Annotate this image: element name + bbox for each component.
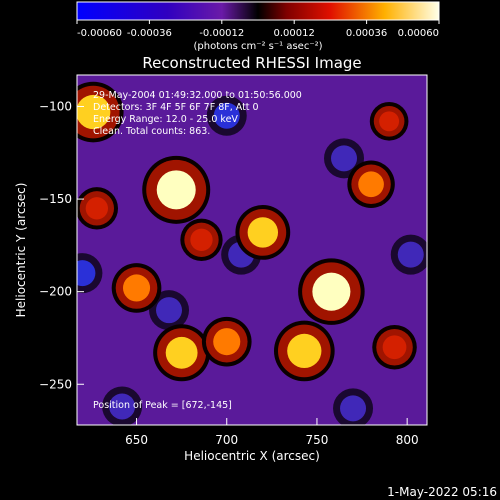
y-axis-tick-label: −100: [39, 99, 72, 113]
x-axis: 650 700 750 800: [125, 418, 419, 447]
y-axis-tick-label: −250: [39, 377, 72, 391]
y-axis-tick-label: −200: [39, 285, 72, 299]
y-axis: −100 −150 −200 −250: [39, 99, 84, 391]
bright-source: [190, 228, 213, 251]
dark-source: [213, 102, 240, 129]
image-frame: [76, 74, 428, 426]
bright-source: [213, 328, 241, 356]
peak-position-label: Position of Peak = [672,-145]: [93, 400, 232, 411]
dark-source: [77, 260, 96, 287]
colorbar-units: (photons cm⁻² s⁻¹ asec⁻²): [193, 41, 322, 52]
colorbar: [76, 1, 440, 21]
colorbar-tick-label: -0.00012: [199, 28, 244, 39]
chart-title: Reconstructed RHESSI Image: [142, 54, 361, 72]
y-axis-tick-label: −150: [39, 192, 72, 206]
colorbar-tick-label: -0.00060: [77, 28, 122, 39]
dark-source: [331, 145, 358, 172]
bright-source: [312, 272, 351, 311]
x-axis-label: Heliocentric X (arcsec): [184, 449, 320, 463]
x-axis-tick-label: 750: [305, 433, 328, 447]
annotation-total-counts: Clean. Total counts: 863.: [93, 126, 210, 137]
colorbar-ticks: -0.00060 -0.00036 -0.00012 0.00012 0.00036 0.…: [76, 20, 440, 39]
colorbar-tick-label: 0.00036: [346, 28, 387, 39]
x-axis-tick-label: 800: [396, 433, 419, 447]
y-axis-label: Heliocentric Y (arcsec): [14, 183, 28, 318]
bright-source: [287, 333, 322, 369]
heatmap-image: [77, 81, 427, 425]
dark-source: [109, 393, 136, 420]
bright-source: [358, 171, 384, 198]
annotation-time-range: 29-May-2004 01:49:32.000 to 01:50:56.000: [93, 90, 302, 101]
bright-source: [122, 274, 151, 302]
bright-source: [77, 94, 111, 130]
footer-timestamp: 1-May-2022 05:16: [387, 485, 497, 499]
bright-source: [379, 111, 400, 132]
colorbar-tick-label: 0.00060: [398, 28, 439, 39]
colorbar-tick-label: 0.00012: [274, 28, 315, 39]
dark-source: [156, 297, 183, 324]
bright-source: [156, 170, 196, 210]
dark-source: [397, 241, 424, 268]
bright-source: [165, 336, 198, 369]
annotation-energy-range: Energy Range: 12.0 - 25.0 keV: [93, 114, 238, 125]
bright-source: [85, 197, 109, 220]
colorbar-tick-label: -0.00036: [127, 28, 172, 39]
dark-source: [340, 395, 367, 422]
x-axis-tick-label: 700: [215, 433, 238, 447]
annotation-block: 29-May-2004 01:49:32.000 to 01:50:56.000…: [93, 90, 302, 137]
bright-source: [247, 217, 279, 248]
bright-source: [382, 335, 407, 360]
annotation-detectors: Detectors: 3F 4F 5F 6F 7F 8F, Att 0: [93, 102, 259, 113]
x-axis-tick-label: 650: [125, 433, 148, 447]
